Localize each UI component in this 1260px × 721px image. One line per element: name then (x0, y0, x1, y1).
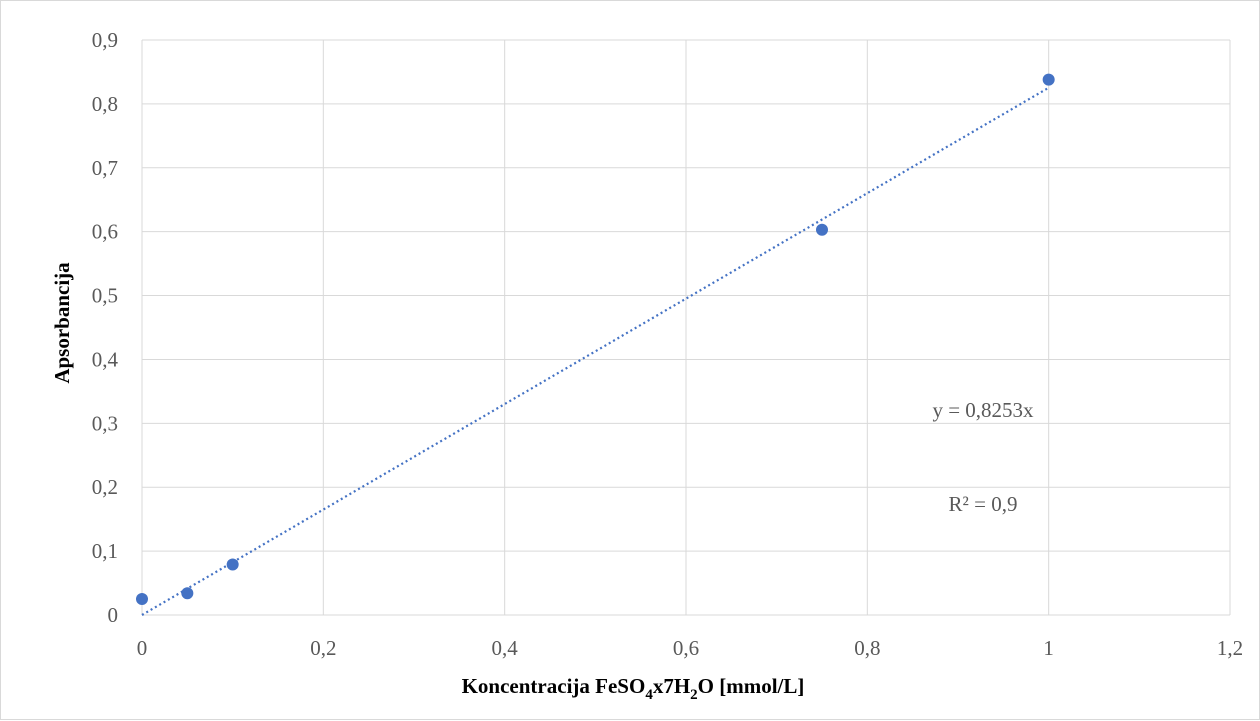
data-point (226, 558, 239, 571)
data-point (181, 587, 194, 600)
x-axis-title-part: O [mmol/L] (698, 674, 805, 698)
x-tick-label: 0,4 (492, 636, 519, 660)
y-tick-label: 0,2 (92, 475, 118, 499)
x-axis-title-part: x7H (653, 674, 690, 698)
data-points (136, 73, 1055, 606)
y-tick-label: 0,1 (92, 539, 118, 563)
y-tick-label: 0,8 (92, 92, 118, 116)
trendline-layer (141, 86, 1050, 616)
y-tick-label: 0,9 (92, 28, 118, 52)
x-tick-labels: 0 0,2 0,4 0,6 0,8 1 1,2 (137, 636, 1243, 660)
trendline-equation: y = 0,8253x (932, 398, 1034, 422)
y-tick-label: 0,4 (92, 347, 119, 371)
x-tick-label: 1,2 (1217, 636, 1243, 660)
y-tick-label: 0 (108, 603, 119, 627)
x-axis-title: Koncentracija FeSO4x7H2O [mmol/L] (462, 674, 805, 703)
x-tick-label: 0,2 (310, 636, 336, 660)
y-tick-label: 0,5 (92, 284, 118, 308)
gridlines (141, 39, 1231, 616)
y-axis-title: Apsorbancija (50, 262, 74, 384)
r-squared-label: R² = 0,9 (949, 492, 1018, 516)
y-tick-label: 0,3 (92, 411, 118, 435)
x-tick-label: 0,8 (854, 636, 880, 660)
x-tick-label: 0,6 (673, 636, 699, 660)
x-axis-title-subscript: 4 (645, 687, 653, 703)
x-tick-label: 1 (1043, 636, 1054, 660)
x-axis-title-part: Koncentracija FeSO (462, 674, 646, 698)
x-tick-label: 0 (137, 636, 148, 660)
data-point (136, 593, 148, 606)
y-tick-label: 0,6 (92, 220, 118, 244)
x-axis-title-subscript: 2 (690, 687, 698, 703)
y-tick-labels: 0 0,1 0,2 0,3 0,4 0,5 0,6 0,7 0,8 0,9 (92, 28, 119, 627)
data-point (1042, 73, 1055, 86)
data-point (816, 223, 828, 236)
y-tick-label: 0,7 (92, 156, 118, 180)
trendline (141, 86, 1050, 616)
